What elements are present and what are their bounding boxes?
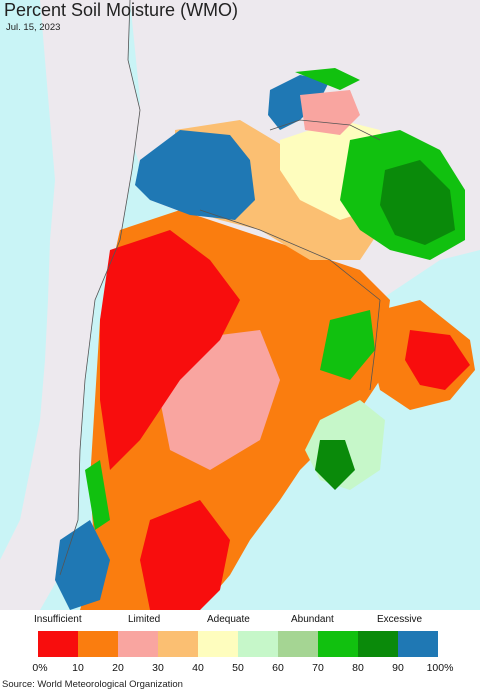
- map-graphic: [0, 0, 480, 610]
- map-title: Percent Soil Moisture (WMO): [4, 0, 239, 20]
- legend-tick: 70: [312, 662, 324, 674]
- pink-north: [300, 90, 360, 135]
- legend-swatch: [278, 631, 318, 657]
- red-south: [140, 500, 230, 610]
- mesopotamia-green: [320, 310, 375, 380]
- border-lines: [59, 0, 381, 576]
- legend: Insufficient Limited Adequate Abundant E…: [0, 610, 480, 694]
- legend-category-excessive: Excessive: [377, 614, 423, 625]
- legend-color-bar: [38, 631, 438, 657]
- legend-swatch: [198, 631, 238, 657]
- legend-swatch: [318, 631, 358, 657]
- north-green: [295, 68, 360, 90]
- legend-tick: 80: [352, 662, 364, 674]
- red-west: [100, 230, 240, 470]
- legend-swatch: [158, 631, 198, 657]
- bolivia-blue: [135, 130, 255, 220]
- north-blue: [268, 75, 330, 130]
- legend-tick: 50: [232, 662, 244, 674]
- legend-swatch: [238, 631, 278, 657]
- legend-category-limited: Limited: [128, 614, 161, 625]
- legend-swatch: [78, 631, 118, 657]
- patagonia-green: [85, 460, 110, 530]
- map-date: Jul. 15, 2023: [6, 22, 61, 33]
- legend-swatch: [398, 631, 438, 657]
- soil-moisture-map: Percent Soil Moisture (WMO) Jul. 15, 202…: [0, 0, 480, 610]
- brazil-darkgreen: [380, 160, 455, 245]
- legend-tick: 40: [192, 662, 204, 674]
- legend-category-abundant: Abundant: [291, 614, 334, 625]
- source-credit: Source: World Meteorological Organizatio…: [2, 679, 183, 690]
- chile-land: [0, 0, 140, 610]
- legend-tick: 90: [392, 662, 404, 674]
- legend-category-adequate: Adequate: [207, 614, 250, 625]
- legend-category-insufficient: Insufficient: [34, 614, 82, 625]
- legend-tick: 30: [152, 662, 164, 674]
- legend-tick: 20: [112, 662, 124, 674]
- legend-tick: 60: [272, 662, 284, 674]
- patagonia-blue: [55, 520, 110, 610]
- legend-tick: 0%: [32, 662, 48, 674]
- pampa-darkgreen: [315, 440, 355, 490]
- legend-tick: 100%: [426, 662, 454, 674]
- legend-swatch: [38, 631, 78, 657]
- legend-swatch: [118, 631, 158, 657]
- uruguay-red: [405, 330, 470, 390]
- legend-swatch: [358, 631, 398, 657]
- legend-tick: 10: [72, 662, 84, 674]
